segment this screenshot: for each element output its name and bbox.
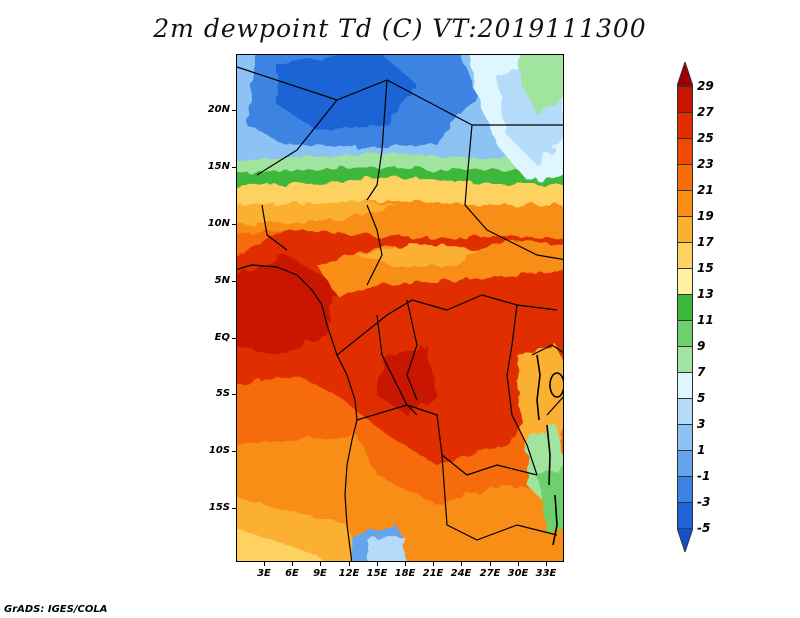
y-tick	[232, 451, 236, 452]
chart-title: 2m dewpoint Td (C) VT:2019111300	[153, 14, 647, 43]
colorbar-label: 7	[697, 365, 706, 379]
x-tick	[405, 562, 406, 566]
x-label-6e: 6E	[285, 568, 299, 579]
x-tick	[518, 562, 519, 566]
colorbar-swatch	[677, 320, 693, 346]
x-tick	[320, 562, 321, 566]
colorbar-label: 17	[697, 235, 714, 249]
colorbar-swatch	[677, 112, 693, 138]
y-label-10s: 10S	[208, 445, 230, 456]
colorbar-swatch	[677, 476, 693, 502]
colorbar-swatch	[677, 424, 693, 450]
x-label-15e: 15E	[366, 568, 388, 579]
y-tick	[232, 110, 236, 111]
colorbar-swatch	[677, 502, 693, 528]
y-tick	[232, 224, 236, 225]
x-tick	[349, 562, 350, 566]
colorbar-swatch	[677, 346, 693, 372]
colorbar-swatch	[677, 450, 693, 476]
y-label-20n: 20N	[207, 104, 230, 115]
y-tick	[232, 167, 236, 168]
colorbar-swatch	[677, 294, 693, 320]
x-tick	[292, 562, 293, 566]
y-label-10n: 10N	[207, 218, 230, 229]
colorbar-label: 19	[697, 209, 714, 223]
x-tick	[461, 562, 462, 566]
x-label-27e: 27E	[479, 568, 501, 579]
x-tick	[546, 562, 547, 566]
x-label-30e: 30E	[507, 568, 529, 579]
y-tick	[232, 281, 236, 282]
colorbar-label: -3	[697, 495, 711, 509]
colorbar-label: 3	[697, 417, 706, 431]
y-tick	[232, 394, 236, 395]
colorbar-bottom-arrow	[677, 528, 693, 552]
colorbar-top-arrow	[677, 62, 693, 86]
x-label-12e: 12E	[338, 568, 360, 579]
colorbar-swatch	[677, 268, 693, 294]
colorbar-label: 27	[697, 105, 714, 119]
colorbar-label: 5	[697, 391, 706, 405]
x-tick	[490, 562, 491, 566]
colorbar-label: 15	[697, 261, 714, 275]
colorbar-label: 11	[697, 313, 714, 327]
colorbar-swatch	[677, 138, 693, 164]
x-label-24e: 24E	[450, 568, 472, 579]
colorbar-label: 9	[697, 339, 706, 353]
x-label-3e: 3E	[257, 568, 271, 579]
colorbar-swatch	[677, 164, 693, 190]
colorbar-label: 1	[697, 443, 706, 457]
x-tick	[264, 562, 265, 566]
colorbar-label: 23	[697, 157, 714, 171]
x-label-21e: 21E	[422, 568, 444, 579]
y-label-5s: 5S	[215, 388, 230, 399]
colorbar-swatch	[677, 372, 693, 398]
map-panel	[236, 54, 564, 562]
dewpoint-map	[237, 55, 563, 561]
colorbar-swatch	[677, 216, 693, 242]
colorbar-swatch	[677, 86, 693, 112]
colorbar-label: -5	[697, 521, 711, 535]
y-label-15s: 15S	[208, 502, 230, 513]
colorbar-label: 29	[697, 79, 714, 93]
colorbar-label: 21	[697, 183, 714, 197]
x-label-9e: 9E	[313, 568, 327, 579]
y-tick	[232, 508, 236, 509]
colorbar-swatch	[677, 242, 693, 268]
grads-credit: GrADS: IGES/COLA	[4, 604, 108, 615]
x-tick	[377, 562, 378, 566]
y-label-eq: EQ	[214, 332, 230, 343]
x-label-18e: 18E	[394, 568, 416, 579]
colorbar-label: 25	[697, 131, 714, 145]
colorbar-label: -1	[697, 469, 711, 483]
x-tick	[433, 562, 434, 566]
colorbar-label: 13	[697, 287, 714, 301]
colorbar-swatch	[677, 398, 693, 424]
x-label-33e: 33E	[535, 568, 557, 579]
y-label-5n: 5N	[214, 275, 230, 286]
y-label-15n: 15N	[207, 161, 230, 172]
colorbar-swatch	[677, 190, 693, 216]
y-tick	[232, 338, 236, 339]
